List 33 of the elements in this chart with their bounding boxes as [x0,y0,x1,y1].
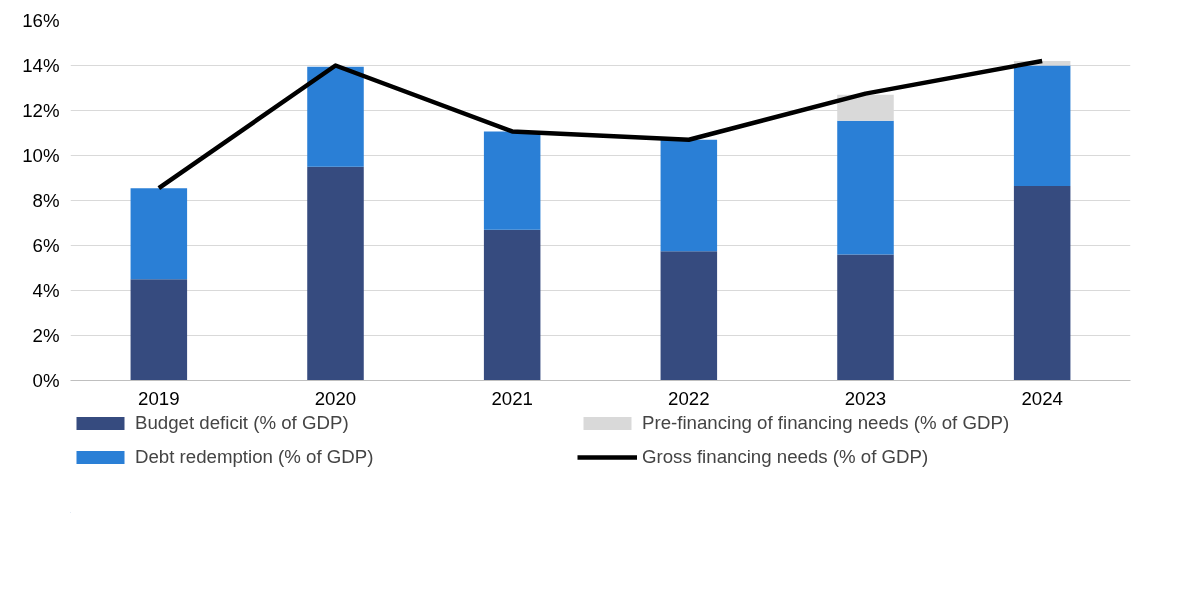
bar [307,66,364,167]
y-tick-label: 4% [32,280,60,301]
x-tick-label: 2023 [844,387,887,409]
legend-label: Pre-financing of financing needs (% of GDP) [642,412,1011,434]
y-tick-label: 10% [22,145,60,166]
bar [660,139,718,252]
bar [1013,65,1071,186]
y-tick-label: 12% [22,100,60,121]
bar [1013,185,1071,381]
bar [837,120,894,255]
legend-label: Budget deficit (% of GDP) [135,412,350,434]
bar [130,279,188,381]
y-tick-label: 14% [22,55,60,76]
x-tick-label: 2021 [491,387,533,409]
legend-label: Gross financing needs (% of GDP) [642,446,930,468]
x-tick-label: 2020 [314,387,357,409]
legend-label: Debt redemption (% of GDP) [135,446,375,468]
x-tick-label: 2024 [1021,387,1063,409]
x-tick-label: 2022 [668,387,710,409]
bar [837,254,894,381]
y-tick-label: 8% [32,190,60,211]
bar [483,131,541,230]
y-tick-label: 0% [32,370,60,391]
bar [130,188,188,280]
bar [837,94,894,121]
y-tick-label: 6% [32,235,60,256]
bar [660,251,718,381]
y-tick-label: 16% [22,10,60,31]
bar [307,166,364,381]
x-tick-label: 2019 [138,387,180,409]
line-series [156,58,1045,191]
y-tick-label: 2% [32,325,60,346]
bar [483,229,541,381]
